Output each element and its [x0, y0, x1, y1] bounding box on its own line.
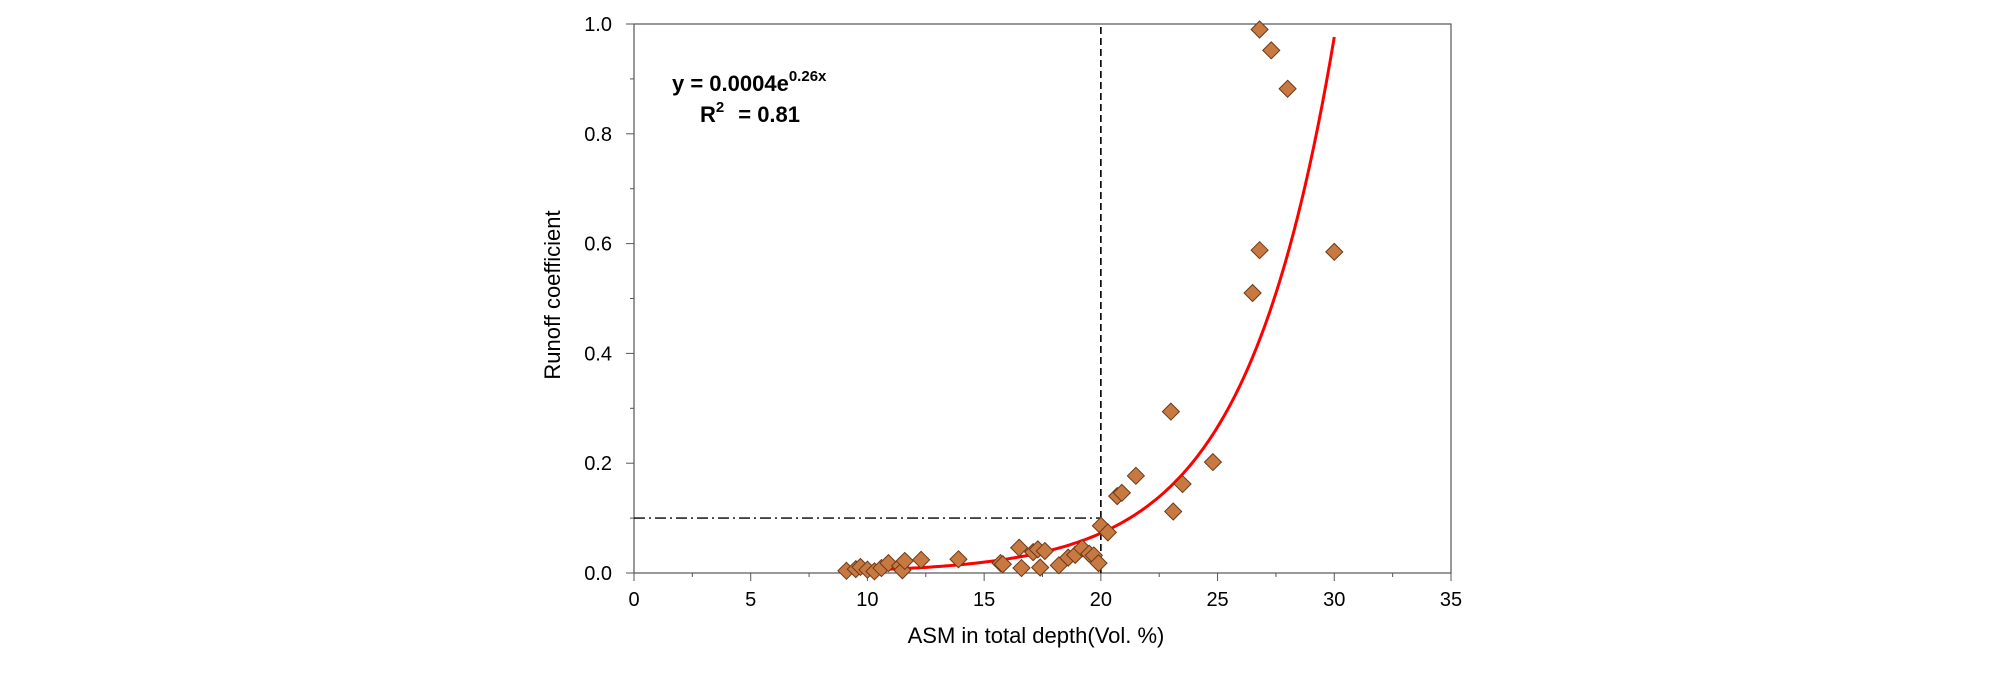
r-squared-sup: 2 — [716, 99, 724, 116]
data-point — [1250, 240, 1269, 260]
data-point — [1089, 553, 1108, 573]
equation-prefix: y = 0.0004e — [672, 71, 789, 96]
x-tick-label: 35 — [1440, 589, 1462, 611]
data-point — [1325, 242, 1344, 262]
r-squared-value: = 0.81 — [738, 102, 800, 127]
data-points — [837, 20, 1344, 581]
data-point — [1250, 20, 1269, 39]
y-tick-label: 0.0 — [584, 563, 612, 585]
fit-curve-group — [844, 36, 1336, 573]
reference-lines — [634, 24, 1102, 573]
y-tick-label: 0.8 — [584, 124, 612, 146]
data-point — [1262, 41, 1281, 60]
equation-exponent: 0.26x — [789, 68, 827, 85]
data-point — [1278, 79, 1297, 98]
data-point — [1009, 538, 1029, 557]
y-tick-label: 1.0 — [584, 14, 612, 36]
data-point — [895, 551, 914, 571]
x-tick-label: 15 — [973, 589, 995, 611]
r-squared-line: R2 = 0.81 — [700, 99, 800, 127]
data-point — [1035, 541, 1055, 561]
data-point — [1030, 558, 1050, 577]
axis-ticks: 0 5 10 15 20 25 30 35 0.0 0.2 0.4 0.6 0.8 1.0 — [584, 14, 1462, 611]
data-point — [1161, 402, 1181, 421]
x-tick-label: 0 — [628, 589, 639, 611]
x-tick-label: 5 — [745, 589, 756, 611]
data-point — [1243, 283, 1262, 303]
data-point — [1112, 483, 1132, 503]
data-point — [1126, 466, 1146, 486]
x-tick-label: 25 — [1206, 589, 1228, 611]
exponential-fit-curve — [844, 36, 1336, 573]
data-point — [1098, 523, 1118, 542]
data-point — [1012, 558, 1031, 578]
data-point — [1173, 474, 1192, 494]
r-squared-label: R — [700, 102, 716, 127]
x-tick-label: 10 — [856, 589, 878, 611]
data-point — [993, 555, 1013, 574]
y-tick-label: 0.6 — [584, 234, 612, 256]
data-point — [1164, 502, 1183, 521]
data-point — [1203, 452, 1223, 472]
x-axis-label: ASM in total depth(Vol. %) — [908, 623, 1165, 648]
equation-line: y = 0.0004e0.26x — [672, 68, 827, 96]
y-tick-label: 0.4 — [584, 343, 612, 365]
data-point — [949, 550, 968, 569]
x-tick-label: 30 — [1323, 589, 1345, 611]
y-tick-label: 0.2 — [584, 453, 612, 475]
fit-equation: y = 0.0004e0.26x R2 = 0.81 — [672, 68, 827, 127]
y-axis-label: Runoff coefficient — [540, 210, 565, 379]
x-tick-label: 20 — [1090, 589, 1112, 611]
data-point — [911, 550, 931, 570]
